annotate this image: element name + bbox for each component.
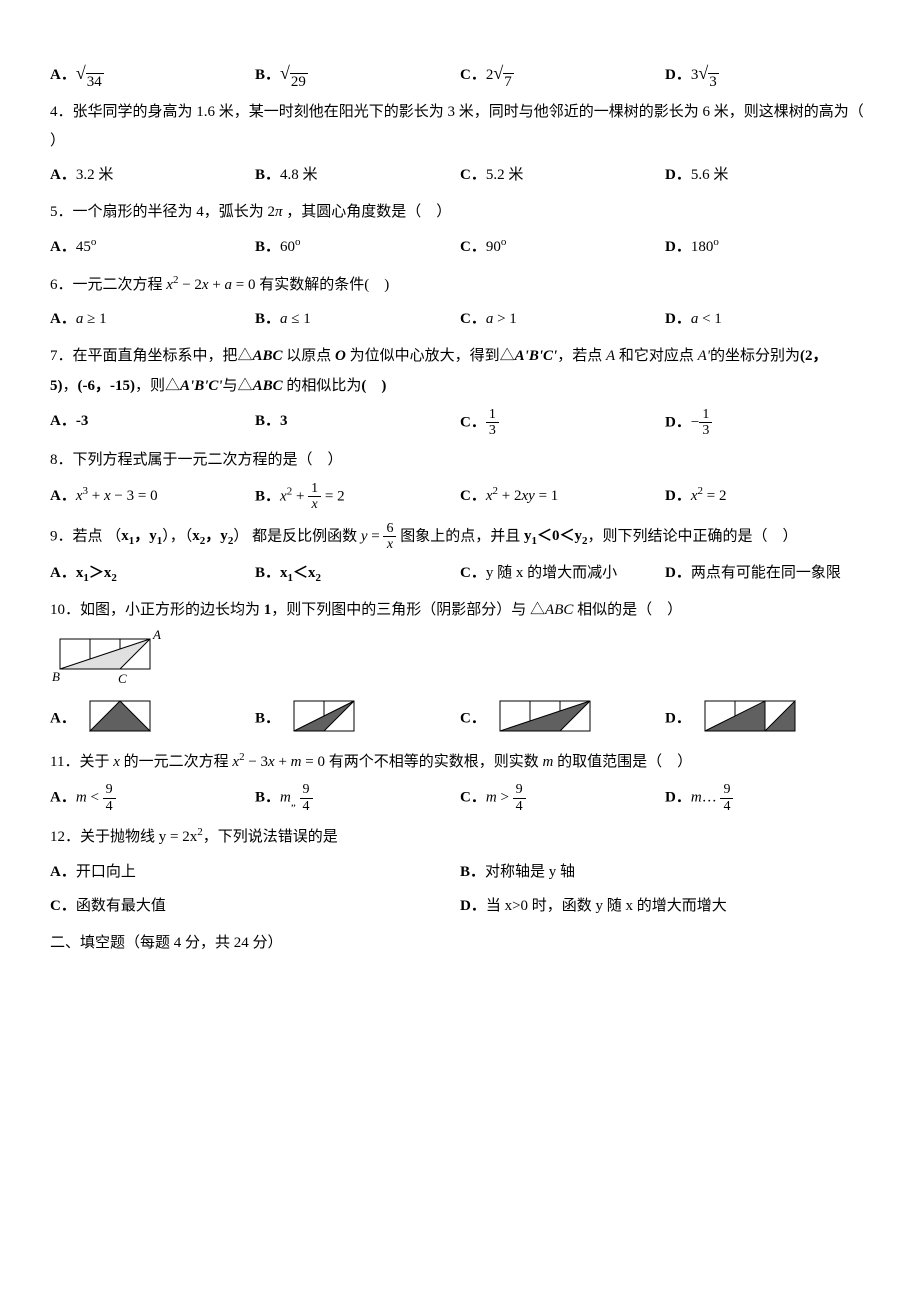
q10-choice-b: B．: [255, 699, 460, 739]
q8-choice-d: D．x2 = 2: [665, 481, 870, 513]
q10-main-figure: A B C: [50, 629, 870, 689]
section-2-heading: 二、填空题（每题 4 分，共 24 分）: [50, 929, 870, 958]
q3-choice-b: B．√29: [255, 56, 460, 90]
q12-c-val: 函数有最大值: [76, 898, 166, 914]
q8-text: 8．下列方程式属于一元二次方程的是（ ）: [50, 446, 870, 475]
q9-choices: A．x1＞x2 B．x1＜x2 C．y 随 x 的增大而减小 D．两点有可能在同…: [50, 559, 870, 589]
q12-choice-b: B．对称轴是 y 轴: [460, 858, 870, 887]
q10-choices: A． B． C．: [50, 699, 870, 739]
q9-choice-a: A．x1＞x2: [50, 559, 255, 589]
q12-a-val: 开口向上: [76, 864, 136, 880]
q10-text: 10．如图，小正方形的边长均为 1，则下列图中的三角形（阴影部分）与 △ABC …: [50, 596, 870, 625]
q3-choices: A．√34 B．√29 C．2√7 D．3√3: [50, 56, 870, 90]
q7-choice-d: D．−13: [665, 407, 870, 439]
q5-choice-c: C．90o: [460, 232, 665, 262]
q6-choice-d: D．a < 1: [665, 305, 870, 334]
q3-choice-a: A．√34: [50, 56, 255, 90]
q12-b-val: 对称轴是 y 轴: [485, 864, 575, 880]
q11-choices: A．m < 94 B．m„ 94 C．m > 94 D．m… 94: [50, 782, 870, 814]
q10-choice-d: D．: [665, 699, 870, 739]
q12-choice-c: C．函数有最大值: [50, 892, 460, 921]
q10-choice-c: C．: [460, 699, 665, 739]
q4-text: 4．张华同学的身高为 1.6 米，某一时刻他在阳光下的影长为 3 米，同时与他邻…: [50, 98, 870, 155]
q5-choice-b: B．60o: [255, 232, 460, 262]
q7-text1: 7．在平面直角坐标系中，把△ABC 以原点 O 为位似中心放大，得到△A'B'C…: [50, 342, 870, 371]
q6-text: 6．一元二次方程 x2 − 2x + a = 0 有实数解的条件( ): [50, 270, 870, 300]
q9-text: 9．若点 （x1，y1），（x2，y2） 都是反比例函数 y = 6x 图象上的…: [50, 521, 870, 553]
q3-choice-c: C．2√7: [460, 56, 665, 90]
q7-choice-a: A．-3: [50, 407, 255, 439]
q4-choices: A．3.2 米 B．4.8 米 C．5.2 米 D．5.6 米: [50, 161, 870, 190]
q12-choice-a: A．开口向上: [50, 858, 460, 887]
q10-choice-a: A．: [50, 699, 255, 739]
q12-choices-1: A．开口向上 B．对称轴是 y 轴: [50, 858, 870, 887]
q12-choice-d: D．当 x>0 时，函数 y 随 x 的增大而增大: [460, 892, 870, 921]
q11-choice-b: B．m„ 94: [255, 782, 460, 814]
q4-choice-d: D．5.6 米: [665, 161, 870, 190]
q6-choice-b: B．a ≤ 1: [255, 305, 460, 334]
q6-choice-c: C．a > 1: [460, 305, 665, 334]
q8-choice-b: B．x2 + 1x = 2: [255, 481, 460, 513]
q4-b-val: 4.8 米: [280, 167, 318, 183]
q9-choice-c: C．y 随 x 的增大而减小: [460, 559, 665, 589]
q11-text: 11．关于 x 的一元二次方程 x2 − 3x + m = 0 有两个不相等的实…: [50, 747, 870, 777]
q11-choice-d: D．m… 94: [665, 782, 870, 814]
q12-choices-2: C．函数有最大值 D．当 x>0 时，函数 y 随 x 的增大而增大: [50, 892, 870, 921]
q4-choice-a: A．3.2 米: [50, 161, 255, 190]
q5-choice-a: A．45o: [50, 232, 255, 262]
point-a-label: A: [152, 629, 161, 642]
q5-choice-d: D．180o: [665, 232, 870, 262]
q4-choice-c: C．5.2 米: [460, 161, 665, 190]
q6-choices: A．a ≥ 1 B．a ≤ 1 C．a > 1 D．a < 1: [50, 305, 870, 334]
point-b-label: B: [52, 669, 60, 684]
q4-d-val: 5.6 米: [691, 167, 729, 183]
q4-c-val: 5.2 米: [486, 167, 524, 183]
q9-choice-d: D．两点有可能在同一象限: [665, 559, 870, 589]
q4-a-val: 3.2 米: [76, 167, 114, 183]
q5-text: 5．一个扇形的半径为 4，弧长为 2π ，其圆心角度数是（ ）: [50, 198, 870, 227]
q4-choice-b: B．4.8 米: [255, 161, 460, 190]
q7-choice-b: B．3: [255, 407, 460, 439]
q5-choices: A．45o B．60o C．90o D．180o: [50, 232, 870, 262]
q11-choice-a: A．m < 94: [50, 782, 255, 814]
q8-choice-c: C．x2 + 2xy = 1: [460, 481, 665, 513]
q7-text2: 5)，(-6，-15)，则△A'B'C'与△ABC 的相似比为( ): [50, 372, 870, 401]
q3-choice-d: D．3√3: [665, 56, 870, 90]
q7-choice-c: C．13: [460, 407, 665, 439]
q9-choice-b: B．x1＜x2: [255, 559, 460, 589]
q11-choice-c: C．m > 94: [460, 782, 665, 814]
point-c-label: C: [118, 671, 127, 686]
q8-choice-a: A．x3 + x − 3 = 0: [50, 481, 255, 513]
q12-d-val: 当 x>0 时，函数 y 随 x 的增大而增大: [486, 898, 727, 914]
q6-choice-a: A．a ≥ 1: [50, 305, 255, 334]
q12-text: 12．关于抛物线 y = 2x2，下列说法错误的是: [50, 822, 870, 852]
q8-choices: A．x3 + x − 3 = 0 B．x2 + 1x = 2 C．x2 + 2x…: [50, 481, 870, 513]
q7-choices: A．-3 B．3 C．13 D．−13: [50, 407, 870, 439]
